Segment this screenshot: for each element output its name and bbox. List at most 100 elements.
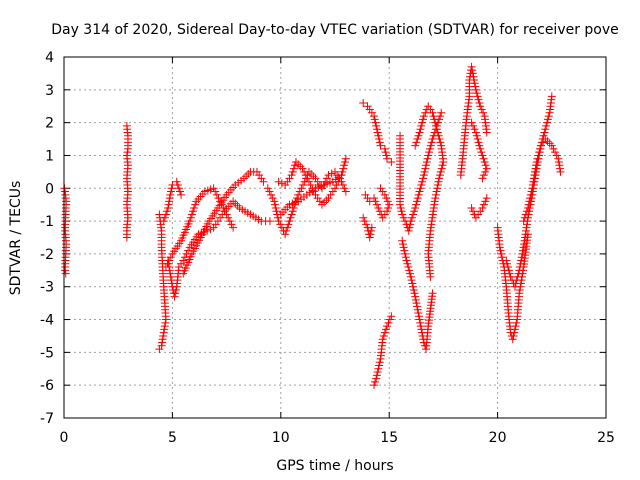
data-point bbox=[515, 286, 524, 295]
data-point bbox=[341, 187, 350, 196]
data-point bbox=[555, 164, 564, 173]
data-point bbox=[436, 167, 445, 176]
data-point bbox=[526, 190, 535, 199]
data-point bbox=[529, 174, 538, 183]
data-point bbox=[536, 144, 545, 153]
data-point bbox=[474, 138, 483, 147]
data-point bbox=[469, 72, 478, 81]
data-point bbox=[375, 358, 384, 367]
data-point bbox=[434, 131, 443, 140]
data-point bbox=[506, 272, 515, 281]
data-point bbox=[387, 158, 396, 167]
data-point bbox=[367, 226, 376, 235]
data-point bbox=[416, 125, 425, 134]
data-point bbox=[299, 180, 308, 189]
data-point bbox=[509, 331, 518, 340]
data-point bbox=[426, 141, 435, 150]
data-point bbox=[476, 102, 485, 111]
data-point bbox=[398, 210, 407, 219]
data-point bbox=[435, 174, 444, 183]
data-point bbox=[497, 253, 506, 262]
data-point bbox=[436, 112, 445, 121]
data-point bbox=[513, 272, 522, 281]
data-point bbox=[222, 210, 231, 219]
data-point bbox=[359, 213, 368, 222]
data-point bbox=[481, 197, 490, 206]
data-point bbox=[242, 172, 251, 181]
data-point bbox=[171, 289, 180, 298]
data-point bbox=[173, 180, 182, 189]
data-point bbox=[337, 171, 346, 180]
data-point bbox=[380, 328, 389, 337]
data-point bbox=[406, 217, 415, 226]
x-axis-label: GPS time / hours bbox=[276, 458, 393, 474]
data-point bbox=[495, 243, 504, 252]
data-point bbox=[272, 207, 281, 216]
x-tick-label: 25 bbox=[597, 430, 615, 446]
data-point bbox=[327, 169, 336, 178]
data-point bbox=[296, 162, 305, 171]
data-point bbox=[552, 151, 561, 160]
data-point bbox=[411, 292, 420, 301]
data-point bbox=[373, 128, 382, 137]
data-point bbox=[295, 187, 304, 196]
data-point bbox=[233, 201, 242, 210]
data-point bbox=[415, 128, 424, 137]
data-point bbox=[409, 286, 418, 295]
data-point bbox=[547, 92, 556, 101]
data-point bbox=[516, 259, 525, 268]
data-point bbox=[160, 322, 169, 331]
data-point bbox=[396, 203, 405, 212]
data-point bbox=[263, 184, 272, 193]
data-point bbox=[293, 194, 302, 203]
data-point bbox=[523, 203, 532, 212]
data-point bbox=[413, 302, 422, 311]
data-point bbox=[475, 98, 484, 107]
data-point bbox=[518, 246, 527, 255]
data-point bbox=[521, 210, 530, 219]
data-point bbox=[543, 118, 552, 127]
data-point bbox=[161, 210, 170, 219]
data-point bbox=[166, 190, 175, 199]
data-point bbox=[515, 289, 524, 298]
data-point bbox=[179, 256, 188, 265]
data-point bbox=[522, 207, 531, 216]
data-point bbox=[288, 207, 297, 216]
data-point bbox=[309, 172, 318, 181]
data-point bbox=[519, 217, 528, 226]
data-point bbox=[554, 154, 563, 163]
data-point bbox=[297, 184, 306, 193]
data-point bbox=[209, 184, 218, 193]
data-point bbox=[372, 200, 381, 209]
data-point bbox=[414, 312, 423, 321]
data-point bbox=[471, 128, 480, 137]
data-point bbox=[407, 276, 416, 285]
data-point bbox=[382, 194, 391, 203]
data-point bbox=[374, 131, 383, 140]
data-point bbox=[188, 207, 197, 216]
data-point bbox=[472, 89, 481, 98]
data-point bbox=[419, 171, 428, 180]
data-point bbox=[515, 263, 524, 272]
data-point bbox=[409, 210, 418, 219]
data-point bbox=[341, 154, 350, 163]
data-point bbox=[425, 144, 434, 153]
data-point bbox=[371, 377, 380, 386]
data-point bbox=[431, 118, 440, 127]
data-point bbox=[265, 187, 274, 196]
data-point bbox=[470, 75, 479, 84]
data-point bbox=[166, 272, 175, 281]
data-point bbox=[165, 266, 174, 275]
data-point bbox=[365, 233, 374, 242]
data-point bbox=[271, 200, 280, 209]
data-point bbox=[214, 194, 223, 203]
data-point bbox=[425, 148, 434, 157]
data-point bbox=[479, 171, 488, 180]
data-point bbox=[383, 207, 392, 216]
data-point bbox=[428, 108, 437, 117]
data-point bbox=[172, 286, 181, 295]
data-point bbox=[496, 246, 505, 255]
data-point bbox=[277, 179, 286, 188]
data-point bbox=[543, 137, 552, 146]
data-point bbox=[416, 184, 425, 193]
